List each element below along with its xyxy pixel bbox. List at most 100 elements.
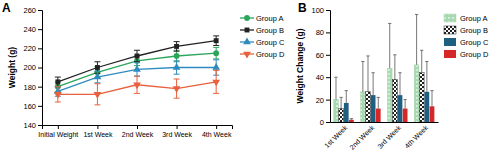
legend-marker [243,52,251,59]
error-cap [403,99,406,100]
marker [213,50,219,56]
x-tick-mark [58,125,59,129]
error-cap [94,61,100,62]
line [58,41,216,82]
error-bar [361,62,364,92]
legend-swatch [444,26,456,34]
y-axis-line [38,11,43,126]
error-cap [420,50,423,51]
x-tick: 2nd Week [348,122,375,151]
error-cap [55,86,61,87]
y-tick-label: 240 [23,25,36,34]
y-tick-label: 40 [316,73,324,82]
error-bar [213,70,219,93]
y-tick-mark [326,122,330,123]
y-tick: 0 [320,118,330,127]
x-tick-label: 1st Week [323,123,349,149]
y-tick-label: 80 [316,28,324,37]
series [349,91,434,122]
error-cap [94,104,100,105]
marker [135,54,140,59]
y-tick: 60 [316,51,330,60]
x-tick-label: 3rd Week [162,131,192,138]
error-line [416,14,417,64]
y-tick: 240 [23,25,42,34]
error-cap [174,41,180,42]
y-tick-mark [38,106,42,107]
error-bar [403,100,406,109]
error-bar [94,84,100,105]
error-cap [174,51,180,52]
error-cap [415,14,418,15]
error-cap [174,74,180,75]
error-cap [366,55,369,56]
y-tick-mark [326,10,330,11]
error-cap [134,62,140,63]
y-tick: 260 [23,6,42,15]
error-bar [174,42,180,52]
error-bar [174,50,180,62]
error-cap [339,97,342,98]
error-cap [213,45,219,46]
y-tick-mark [326,55,330,56]
marker [214,38,219,43]
bar [403,109,408,122]
bar [398,95,403,122]
error-cap [94,71,100,72]
bar [376,109,381,122]
error-bar [366,56,369,92]
error-cap [213,59,219,60]
error-cap [393,54,396,55]
series [339,50,424,122]
error-cap [134,93,140,94]
legend-item: Group C [240,38,285,47]
error-cap [213,35,219,36]
error-bar [55,77,61,87]
legend-label: Group B [256,26,284,35]
marker [174,44,179,49]
y-tick: 200 [23,63,42,72]
y-tick-label: 60 [316,51,324,60]
error-bar [350,119,353,120]
error-cap [334,77,337,78]
x-axis: 1st Week2nd Week3rd Week4th Week [323,122,438,151]
error-line [367,56,368,92]
error-bar [334,77,337,99]
x-tick-label: 2nd Week [122,131,154,138]
marker [212,63,220,70]
legend-label: Group C [256,38,285,47]
marker [173,86,181,93]
error-line [341,97,342,108]
legend-label: Group A [256,14,284,23]
legend-item: Group B [444,26,488,35]
x-tick: Initial Weight [38,125,78,139]
x-tick-mark [97,125,98,129]
plot-area [54,36,220,105]
x-axis-line [331,122,439,123]
bar [419,73,424,122]
y-tick: 20 [316,96,330,105]
error-bar [430,91,433,107]
y-axis-title: Weight (g) [7,47,17,89]
marker [212,80,220,87]
x-tick-mark [177,125,178,129]
legend: Group AGroup BGroup CGroup D [444,14,489,59]
series [344,62,429,122]
x-tick-label: 4th Week [403,123,429,149]
y-tick: 140 [23,121,42,130]
error-cap [377,97,380,98]
error-bar [388,23,391,68]
y-tick-mark [38,87,42,88]
x-tick-label: 3rd Week [376,123,402,149]
error-cap [55,86,61,87]
bar [387,68,392,122]
bar [366,92,371,122]
error-bar [415,14,418,64]
error-cap [398,72,401,73]
legend-item: Group D [444,50,489,59]
error-bar [134,63,140,76]
x-tick: 1st Week [323,122,349,149]
y-tick-label: 140 [23,121,36,130]
error-cap [213,47,219,48]
x-tick-mark [137,125,138,129]
